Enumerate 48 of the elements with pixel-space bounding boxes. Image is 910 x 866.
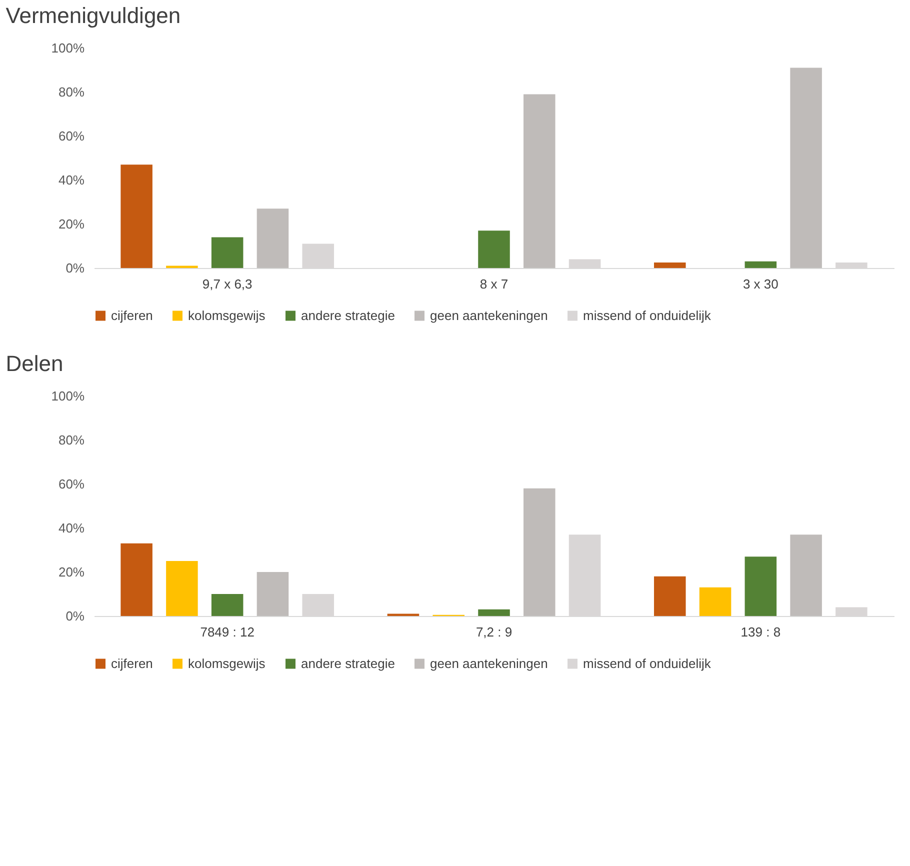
bar: [120, 543, 152, 616]
bar: [478, 609, 510, 616]
legend-label: cijferen: [111, 656, 153, 671]
legend-label: andere strategie: [301, 308, 395, 323]
bar: [790, 534, 822, 616]
bar: [654, 262, 686, 268]
bar: [256, 208, 289, 268]
bar: [478, 230, 510, 268]
legend-label: kolomsgewijs: [188, 656, 266, 671]
y-tick-label: 20%: [58, 564, 85, 580]
y-tick-label: 0%: [66, 608, 85, 624]
bar: [744, 261, 777, 268]
bar: [211, 594, 244, 616]
y-tick-label: 60%: [58, 476, 85, 492]
bar: [211, 237, 244, 268]
y-tick-label: 0%: [66, 260, 85, 276]
legend-label: missend of onduidelijk: [583, 308, 712, 323]
bar: [524, 94, 556, 268]
y-tick-label: 80%: [58, 432, 85, 448]
bar: [654, 576, 686, 616]
y-tick-label: 40%: [58, 172, 85, 188]
bar: [790, 68, 822, 268]
legend-label: cijferen: [111, 308, 153, 323]
y-tick-label: 40%: [58, 520, 85, 536]
chart-title: Delen: [6, 351, 64, 376]
bar: [699, 587, 732, 616]
y-tick-label: 100%: [51, 40, 85, 56]
y-tick-label: 100%: [51, 388, 85, 404]
y-tick-label: 80%: [58, 84, 85, 100]
y-tick-label: 20%: [58, 216, 85, 232]
x-tick-label: 7,2 : 9: [476, 624, 512, 640]
x-tick-label: 8 x 7: [480, 276, 508, 292]
bar: [744, 556, 777, 616]
legend-label: andere strategie: [301, 656, 395, 671]
legend-label: geen aantekeningen: [430, 308, 548, 323]
bar: [256, 572, 289, 616]
bar: [120, 164, 152, 268]
legend-label: missend of onduidelijk: [583, 656, 712, 671]
x-tick-label: 3 x 30: [742, 276, 778, 292]
bar: [524, 488, 556, 616]
legend-label: kolomsgewijs: [188, 308, 266, 323]
legend-label: geen aantekeningen: [430, 656, 548, 671]
bar: [166, 561, 198, 616]
x-tick-label: 139 : 8: [740, 624, 781, 640]
x-tick-label: 9,7 x 6,3: [202, 276, 252, 292]
y-tick-label: 60%: [58, 128, 85, 144]
x-tick-label: 7849 : 12: [200, 624, 254, 640]
chart-title: Vermenigvuldigen: [6, 3, 181, 28]
